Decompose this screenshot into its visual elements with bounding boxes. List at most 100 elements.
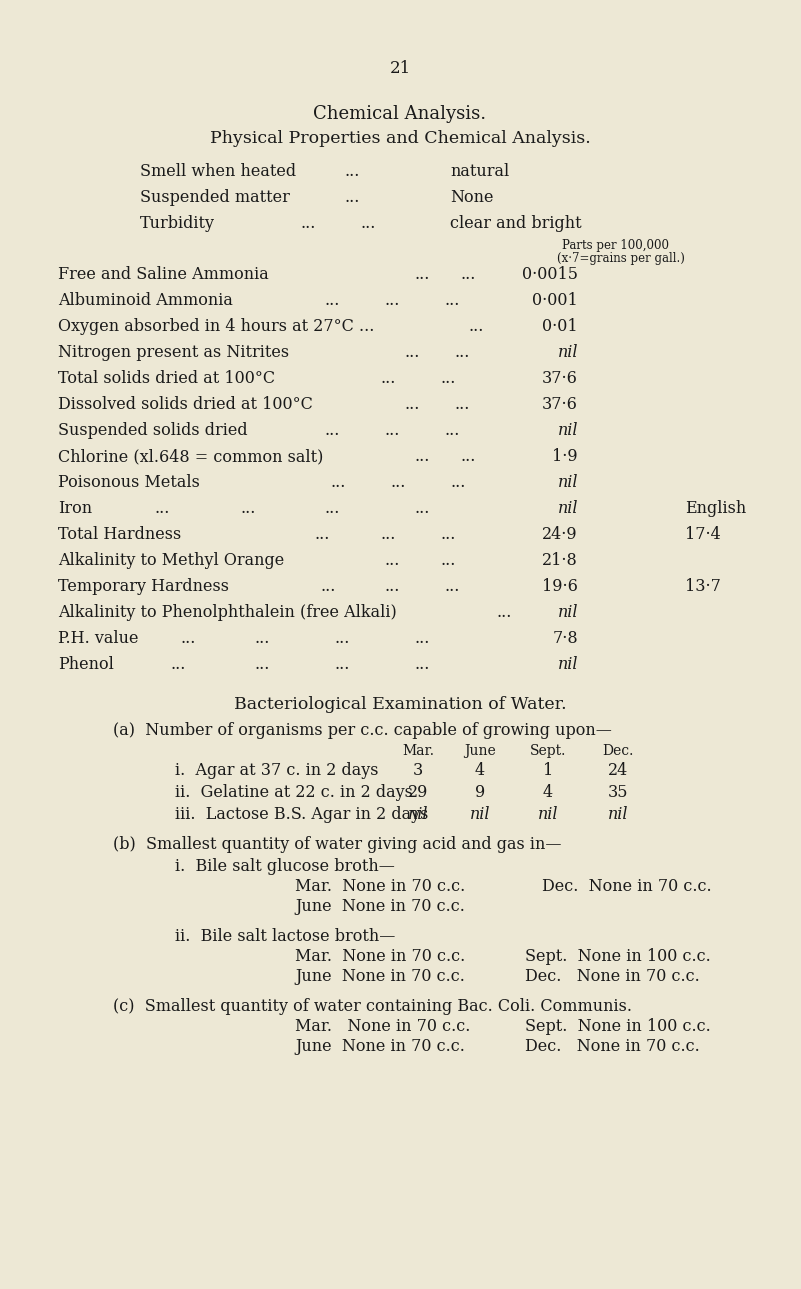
Text: nil: nil [557, 500, 578, 517]
Text: ...: ... [415, 500, 430, 517]
Text: natural: natural [450, 162, 509, 180]
Text: ...: ... [445, 422, 461, 440]
Text: ...: ... [450, 474, 465, 491]
Text: i.  Agar at 37 c. in 2 days: i. Agar at 37 c. in 2 days [175, 762, 379, 779]
Text: nil: nil [557, 656, 578, 673]
Text: Sept.  None in 100 c.c.: Sept. None in 100 c.c. [525, 1018, 710, 1035]
Text: ...: ... [255, 630, 271, 647]
Text: None: None [450, 189, 493, 206]
Text: ...: ... [380, 526, 396, 543]
Text: 3: 3 [413, 762, 423, 779]
Text: 24·9: 24·9 [542, 526, 578, 543]
Text: ...: ... [468, 318, 483, 335]
Text: Sept.  None in 100 c.c.: Sept. None in 100 c.c. [525, 947, 710, 965]
Text: ...: ... [440, 552, 456, 568]
Text: ...: ... [390, 474, 405, 491]
Text: 13·7: 13·7 [685, 577, 721, 596]
Text: Chlorine (xl.648 = common salt): Chlorine (xl.648 = common salt) [58, 449, 324, 465]
Text: June  None in 70 c.c.: June None in 70 c.c. [295, 898, 465, 915]
Text: (a)  Number of organisms per c.c. capable of growing upon—: (a) Number of organisms per c.c. capable… [113, 722, 612, 739]
Text: Alkalinity to Phenolphthalein (free Alkali): Alkalinity to Phenolphthalein (free Alka… [58, 605, 396, 621]
Text: ...: ... [460, 266, 475, 284]
Text: Oxygen absorbed in 4 hours at 27°C ...: Oxygen absorbed in 4 hours at 27°C ... [58, 318, 374, 335]
Text: Smell when heated: Smell when heated [140, 162, 296, 180]
Text: (b)  Smallest quantity of water giving acid and gas in—: (b) Smallest quantity of water giving ac… [113, 837, 562, 853]
Text: Total Hardness: Total Hardness [58, 526, 181, 543]
Text: 37·6: 37·6 [542, 370, 578, 387]
Text: June  None in 70 c.c.: June None in 70 c.c. [295, 1038, 465, 1054]
Text: ...: ... [455, 396, 470, 412]
Text: ...: ... [360, 215, 376, 232]
Text: ...: ... [335, 630, 350, 647]
Text: ...: ... [320, 577, 336, 596]
Text: 35: 35 [608, 784, 628, 800]
Text: Iron: Iron [58, 500, 92, 517]
Text: ...: ... [405, 396, 421, 412]
Text: Bacteriological Examination of Water.: Bacteriological Examination of Water. [234, 696, 566, 713]
Text: ii.  Gelatine at 22 c. in 2 days: ii. Gelatine at 22 c. in 2 days [175, 784, 413, 800]
Text: ...: ... [415, 266, 430, 284]
Text: Chemical Analysis.: Chemical Analysis. [313, 104, 486, 122]
Text: Poisonous Metals: Poisonous Metals [58, 474, 200, 491]
Text: 9: 9 [475, 784, 485, 800]
Text: ...: ... [325, 293, 340, 309]
Text: Suspended matter: Suspended matter [140, 189, 290, 206]
Text: ...: ... [405, 344, 421, 361]
Text: June  None in 70 c.c.: June None in 70 c.c. [295, 968, 465, 985]
Text: Total solids dried at 100°C: Total solids dried at 100°C [58, 370, 275, 387]
Text: Alkalinity to Methyl Orange: Alkalinity to Methyl Orange [58, 552, 284, 568]
Text: 4: 4 [543, 784, 553, 800]
Text: 21·8: 21·8 [542, 552, 578, 568]
Text: Sept.: Sept. [529, 744, 566, 758]
Text: 19·6: 19·6 [542, 577, 578, 596]
Text: Dec.   None in 70 c.c.: Dec. None in 70 c.c. [525, 968, 700, 985]
Text: 17·4: 17·4 [685, 526, 721, 543]
Text: Mar.: Mar. [402, 744, 434, 758]
Text: Free and Saline Ammonia: Free and Saline Ammonia [58, 266, 269, 284]
Text: ...: ... [385, 552, 400, 568]
Text: ...: ... [325, 500, 340, 517]
Text: 29: 29 [408, 784, 429, 800]
Text: Temporary Hardness: Temporary Hardness [58, 577, 229, 596]
Text: ...: ... [445, 293, 461, 309]
Text: Albuminoid Ammonia: Albuminoid Ammonia [58, 293, 233, 309]
Text: 4: 4 [475, 762, 485, 779]
Text: 0·001: 0·001 [532, 293, 578, 309]
Text: ...: ... [170, 656, 185, 673]
Text: ...: ... [440, 370, 456, 387]
Text: ...: ... [497, 605, 513, 621]
Text: (x·7=grains per gall.): (x·7=grains per gall.) [557, 253, 685, 266]
Text: Physical Properties and Chemical Analysis.: Physical Properties and Chemical Analysi… [210, 130, 590, 147]
Text: ...: ... [345, 162, 360, 180]
Text: nil: nil [557, 344, 578, 361]
Text: Dec.: Dec. [602, 744, 634, 758]
Text: ii.  Bile salt lactose broth—: ii. Bile salt lactose broth— [175, 928, 396, 945]
Text: nil: nil [469, 806, 490, 822]
Text: Nitrogen present as Nitrites: Nitrogen present as Nitrites [58, 344, 289, 361]
Text: English: English [685, 500, 747, 517]
Text: ...: ... [415, 449, 430, 465]
Text: 1: 1 [543, 762, 553, 779]
Text: ...: ... [180, 630, 195, 647]
Text: nil: nil [608, 806, 628, 822]
Text: June: June [464, 744, 496, 758]
Text: nil: nil [557, 605, 578, 621]
Text: ...: ... [415, 656, 430, 673]
Text: 21: 21 [389, 61, 411, 77]
Text: Mar.   None in 70 c.c.: Mar. None in 70 c.c. [295, 1018, 470, 1035]
Text: iii.  Lactose B.S. Agar in 2 days: iii. Lactose B.S. Agar in 2 days [175, 806, 429, 822]
Text: nil: nil [537, 806, 558, 822]
Text: ...: ... [455, 344, 470, 361]
Text: Dec.  None in 70 c.c.: Dec. None in 70 c.c. [542, 878, 711, 895]
Text: ...: ... [385, 577, 400, 596]
Text: ...: ... [440, 526, 456, 543]
Text: clear and bright: clear and bright [450, 215, 582, 232]
Text: ...: ... [380, 370, 396, 387]
Text: i.  Bile salt glucose broth—: i. Bile salt glucose broth— [175, 858, 395, 875]
Text: Mar.  None in 70 c.c.: Mar. None in 70 c.c. [295, 947, 465, 965]
Text: nil: nil [408, 806, 429, 822]
Text: 7·8: 7·8 [553, 630, 578, 647]
Text: Turbidity: Turbidity [140, 215, 215, 232]
Text: nil: nil [557, 474, 578, 491]
Text: ...: ... [240, 500, 256, 517]
